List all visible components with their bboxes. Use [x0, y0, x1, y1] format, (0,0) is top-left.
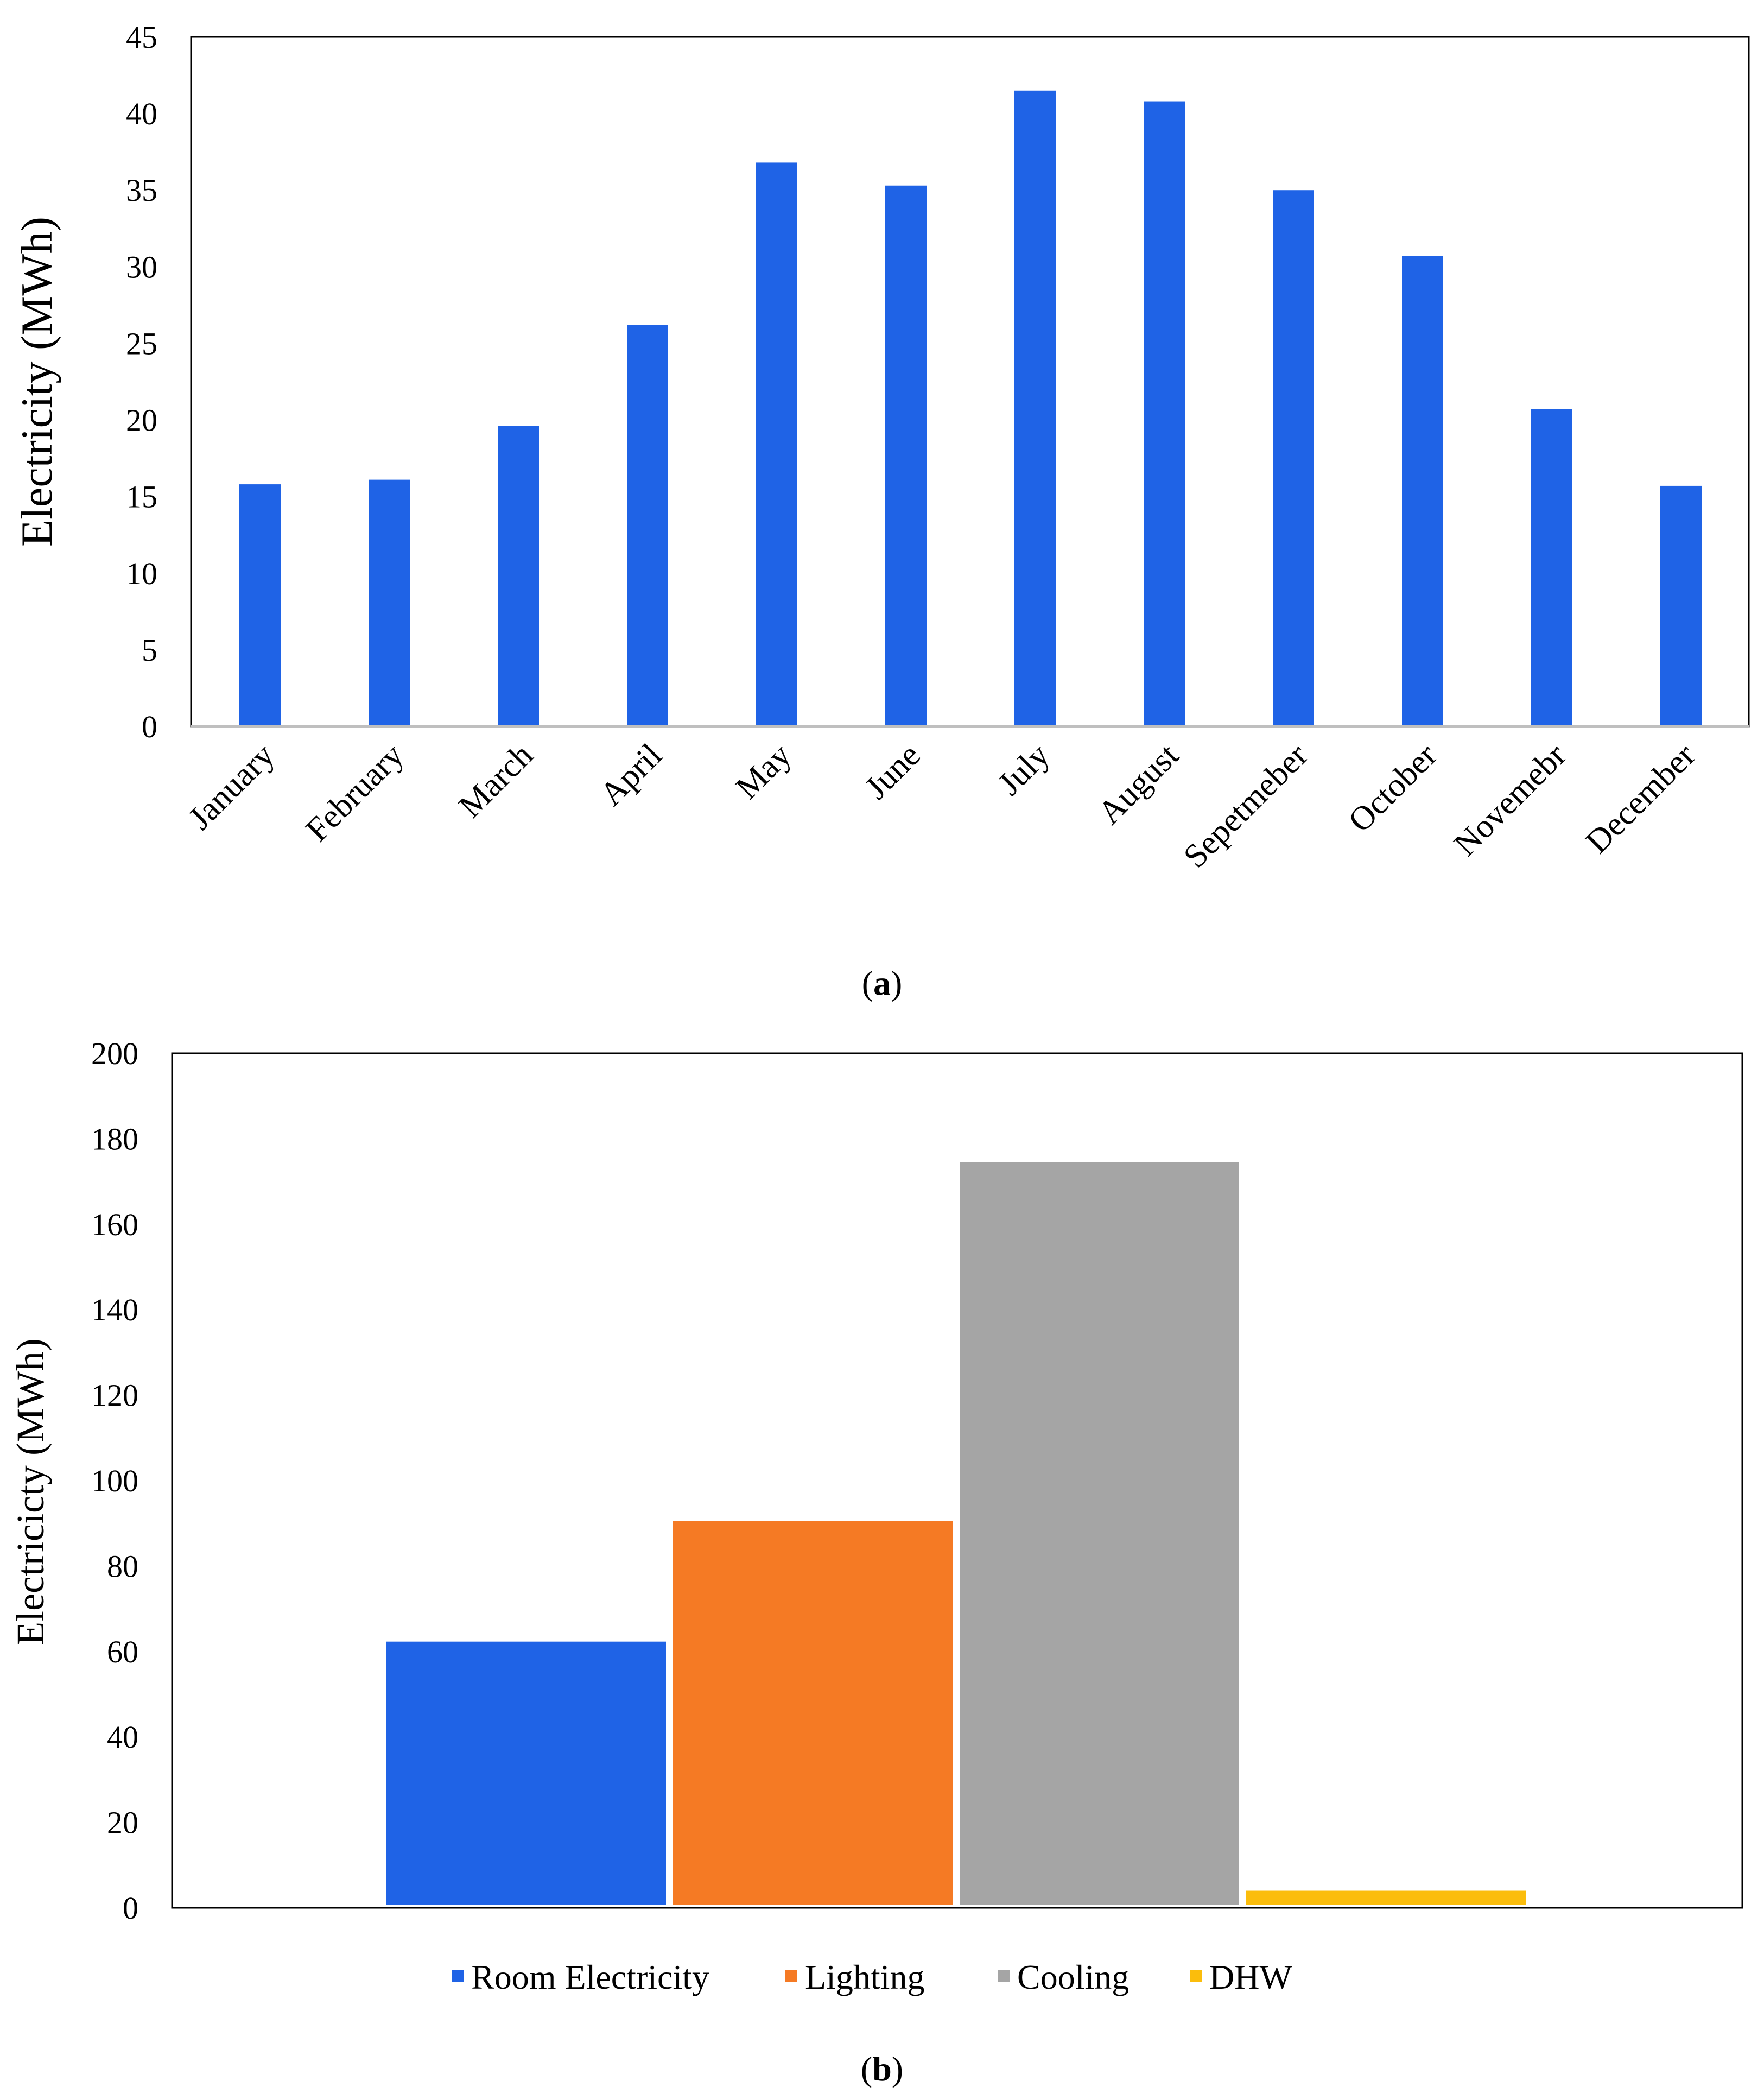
- panel-a-category-label: May: [728, 737, 798, 806]
- legend-swatch: [998, 1970, 1010, 1982]
- panel-a-y-tick-labels: 0 5 10 15 20 25 30 35 40 45: [126, 20, 157, 744]
- panel-b-bars: [386, 1162, 1526, 1905]
- panel-b-caption-letter: b: [872, 2050, 892, 2088]
- panel-a-y-tick-label: 5: [142, 632, 157, 668]
- panel-a-category-label: March: [452, 737, 540, 825]
- panel-a-category-label: August: [1091, 737, 1186, 832]
- panel-a-y-tick-label: 20: [126, 403, 157, 438]
- panel-a-y-tick-label: 30: [126, 249, 157, 284]
- panel-b-y-tick-label: 60: [107, 1634, 138, 1669]
- panel-b-y-tick-label: 0: [123, 1890, 138, 1926]
- panel-b-y-axis-label: Electricicty (MWh): [9, 1338, 52, 1646]
- panel-a-caption: (a): [862, 964, 903, 1002]
- panel-a-category-labels: January February March April May June July Augu…: [181, 737, 1703, 875]
- panel-a-bar-sepetmeber: [1273, 190, 1314, 726]
- panel-a-bar-august: [1144, 101, 1185, 727]
- panel-b-y-tick-labels: 0 20 40 60 80 100 120 140 160 180 200: [91, 1036, 138, 1926]
- legend-label: DHW: [1209, 1958, 1292, 1996]
- panel-a-y-tick-label: 0: [142, 709, 157, 744]
- panel-b-y-tick-label: 80: [107, 1548, 138, 1584]
- legend-item-dhw: DHW: [1190, 1958, 1292, 1996]
- panel-a-y-tick-label: 15: [126, 479, 157, 515]
- legend-item-lighting: Lighting: [785, 1958, 924, 1996]
- panel-b-bar-room-electricity: [386, 1641, 666, 1905]
- legend-swatch: [1190, 1970, 1202, 1982]
- panel-a-category-label: Novemebr: [1447, 737, 1573, 863]
- panel-a-y-tick-label: 35: [126, 173, 157, 208]
- panel-b-caption: (b): [861, 2050, 903, 2088]
- panel-a-category-label: June: [858, 737, 927, 806]
- legend-item-cooling: Cooling: [998, 1958, 1129, 1996]
- legend-swatch: [452, 1970, 464, 1982]
- legend-label: Cooling: [1017, 1958, 1129, 1996]
- panel-a-category-label: January: [181, 737, 281, 837]
- panel-a-bar-may: [756, 162, 797, 726]
- panel-a-caption-letter: a: [873, 964, 891, 1002]
- panel-a-category-label: February: [299, 737, 411, 849]
- panel-a-bar-october: [1402, 256, 1443, 727]
- panel-a-bar-january: [239, 484, 281, 726]
- legend-label: Lighting: [805, 1958, 924, 1996]
- panel-a-y-axis-label: Electricity (MWh): [12, 217, 61, 547]
- legend-item-room-electricity: Room Electricity: [452, 1958, 709, 1996]
- panel-a-category-label: July: [991, 737, 1057, 802]
- panel-a-monthly-electricity-chart: 0 5 10 15 20 25 30 35 40 45 January February March A…: [12, 20, 1750, 1002]
- panel-a-bar-june: [885, 185, 927, 726]
- panel-a-bar-novemebr: [1531, 409, 1572, 726]
- panel-b-bar-lighting: [673, 1521, 953, 1905]
- panel-b-y-tick-label: 20: [107, 1805, 138, 1840]
- panel-a-y-tick-label: 10: [126, 556, 157, 591]
- panel-a-plot-frame: [190, 36, 1750, 728]
- panel-a-bars: [239, 90, 1702, 727]
- panel-b-plot-frame: [171, 1052, 1743, 1909]
- panel-b-y-tick-label: 180: [91, 1121, 138, 1156]
- panel-a-bar-february: [369, 479, 410, 726]
- panel-b-legend: Room Electricity Lighting Cooling DHW: [452, 1958, 1292, 1996]
- panel-a-category-label: December: [1579, 737, 1703, 861]
- legend-swatch: [785, 1970, 797, 1982]
- panel-b-y-tick-label: 40: [107, 1719, 138, 1755]
- panel-b-y-tick-label: 140: [91, 1292, 138, 1327]
- panel-b-category-electricity-chart: 0 20 40 60 80 100 120 140 160 180 200 Electricicty…: [9, 1036, 1743, 2088]
- panel-b-bar-cooling: [960, 1162, 1239, 1905]
- panel-a-category-label: October: [1342, 737, 1445, 840]
- panel-a-bar-april: [627, 325, 668, 726]
- panel-b-y-tick-label: 160: [91, 1207, 138, 1242]
- panel-a-category-label: April: [593, 737, 669, 813]
- panel-b-bar-dhw: [1246, 1890, 1526, 1905]
- panel-b-y-tick-label: 120: [91, 1378, 138, 1413]
- panel-a-y-tick-label: 45: [126, 20, 157, 55]
- panel-a-bar-december: [1660, 485, 1702, 726]
- panel-a-bar-march: [498, 426, 539, 726]
- legend-label: Room Electricity: [471, 1958, 709, 1996]
- panel-b-y-tick-label: 100: [91, 1463, 138, 1498]
- panel-b-y-tick-label: 200: [91, 1036, 138, 1071]
- panel-a-y-tick-label: 25: [126, 326, 157, 361]
- panel-a-bar-july: [1014, 90, 1056, 726]
- panel-a-category-label: Sepetmeber: [1177, 737, 1315, 875]
- panel-a-y-tick-label: 40: [126, 96, 157, 131]
